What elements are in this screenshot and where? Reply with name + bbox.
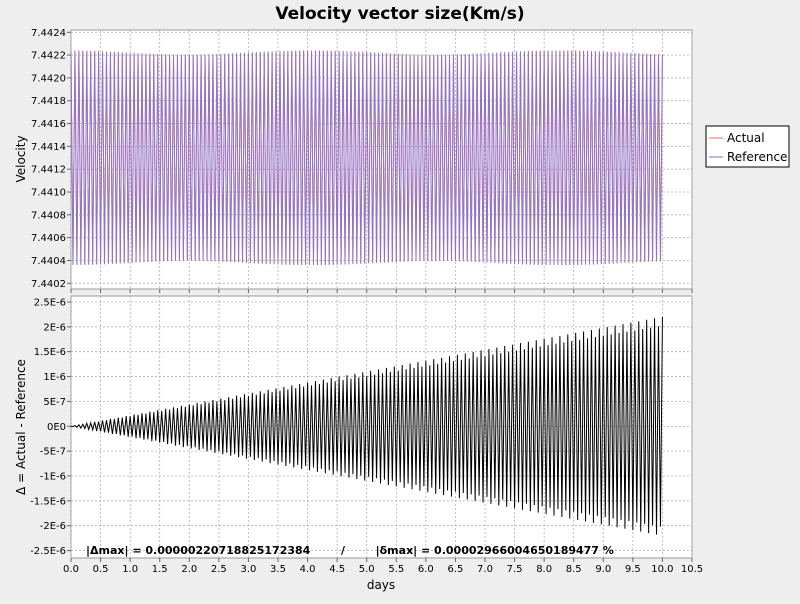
- x-tick-label: 0.0: [63, 564, 79, 575]
- legend: Actual Reference: [705, 125, 790, 168]
- difference-panel: -2.5E-6 -2E-6 -1.5E-6 -1E-6 -5E-7 0E0 5E-7 1E-6…: [14, 295, 693, 562]
- difference-y-axis-label: Δ = Actual - Reference: [14, 359, 28, 495]
- velocity-panel: 7.4402 7.4404 7.4406 7.4408 7.4410 7.4412 7.44…: [14, 28, 693, 293]
- difference-y-tick-label: -5E-7: [40, 447, 66, 458]
- legend-label-actual: Actual: [727, 131, 765, 145]
- velocity-y-axis-label: Velocity: [14, 135, 28, 182]
- x-ticks: 0.0 0.5 1.0 1.5 2.0 2.5 3.0 3.5 4.0 4.5 5.0 5.5 6.0 6…: [63, 564, 703, 575]
- difference-y-tick-label: 0E0: [47, 422, 66, 433]
- chart-title: Velocity vector size(Km/s): [275, 4, 524, 24]
- x-tick-label: 5.5: [388, 564, 404, 575]
- velocity-y-tick-label: 7.4402: [31, 279, 66, 290]
- velocity-y-tick-label: 7.4404: [31, 256, 66, 267]
- x-tick-label: 2.5: [211, 564, 227, 575]
- difference-series: [70, 316, 663, 535]
- velocity-series: [70, 50, 663, 266]
- x-tick-label: 7.5: [507, 564, 523, 575]
- difference-y-tick-label: 2.5E-6: [34, 297, 66, 308]
- difference-y-tick-label: -1E-6: [40, 471, 66, 482]
- difference-y-tick-label: -2.5E-6: [30, 546, 66, 557]
- legend-box: [705, 125, 790, 168]
- difference-y-tick-label: 1E-6: [43, 372, 66, 383]
- difference-y-tick-label: -1.5E-6: [30, 496, 66, 507]
- x-tick-label: 10.5: [681, 564, 703, 575]
- velocity-y-tick-label: 7.4408: [31, 210, 66, 221]
- x-tick-label: 6.5: [447, 564, 463, 575]
- difference-y-tick-label: 5E-7: [43, 397, 66, 408]
- velocity-y-tick-label: 7.4418: [31, 96, 66, 107]
- velocity-y-tick-label: 7.4420: [31, 73, 66, 84]
- x-tick-label: 3.0: [240, 564, 256, 575]
- delta-series-line: [70, 316, 663, 535]
- actual-series-line: [70, 50, 663, 266]
- x-tick-label: 8.5: [566, 564, 582, 575]
- x-tick-label: 7.0: [477, 564, 493, 575]
- difference-y-tick-label: 2E-6: [43, 322, 66, 333]
- x-tick-label: 4.5: [329, 564, 345, 575]
- x-tick-label: 5.0: [359, 564, 375, 575]
- difference-y-ticks: -2.5E-6 -2E-6 -1.5E-6 -1E-6 -5E-7 0E0 5E-7 1E-6…: [30, 297, 693, 562]
- velocity-y-tick-label: 7.4414: [31, 142, 66, 153]
- x-tick-label: 9.5: [625, 564, 641, 575]
- velocity-y-tick-label: 7.4410: [31, 188, 66, 199]
- x-tick-label: 3.5: [270, 564, 286, 575]
- legend-label-reference: Reference: [727, 150, 787, 164]
- x-tick-label: 1.5: [152, 564, 168, 575]
- x-tick-label: 1.0: [122, 564, 138, 575]
- velocity-y-tick-label: 7.4424: [31, 28, 66, 39]
- x-tick-label: 4.0: [300, 564, 316, 575]
- x-axis-label: days: [367, 578, 395, 592]
- velocity-y-tick-label: 7.4406: [31, 233, 66, 244]
- velocity-y-tick-label: 7.4416: [31, 119, 66, 130]
- velocity-y-tick-label: 7.4422: [31, 51, 66, 62]
- velocity-y-tick-label: 7.4412: [31, 165, 66, 176]
- difference-y-tick-label: -2E-6: [40, 521, 66, 532]
- x-tick-label: 9.0: [595, 564, 611, 575]
- delta-max-annotation: |Δmax| = 0.00000220718825172384 / |δmax|…: [86, 544, 614, 557]
- reference-series-line: [70, 50, 663, 266]
- x-tick-label: 10.0: [651, 564, 673, 575]
- x-tick-label: 0.5: [93, 564, 109, 575]
- x-tick-label: 2.0: [181, 564, 197, 575]
- difference-y-tick-label: 1.5E-6: [34, 347, 66, 358]
- x-tick-label: 8.0: [536, 564, 552, 575]
- x-tick-label: 6.0: [418, 564, 434, 575]
- velocity-y-ticks: 7.4402 7.4404 7.4406 7.4408 7.4410 7.4412 7.44…: [31, 28, 693, 293]
